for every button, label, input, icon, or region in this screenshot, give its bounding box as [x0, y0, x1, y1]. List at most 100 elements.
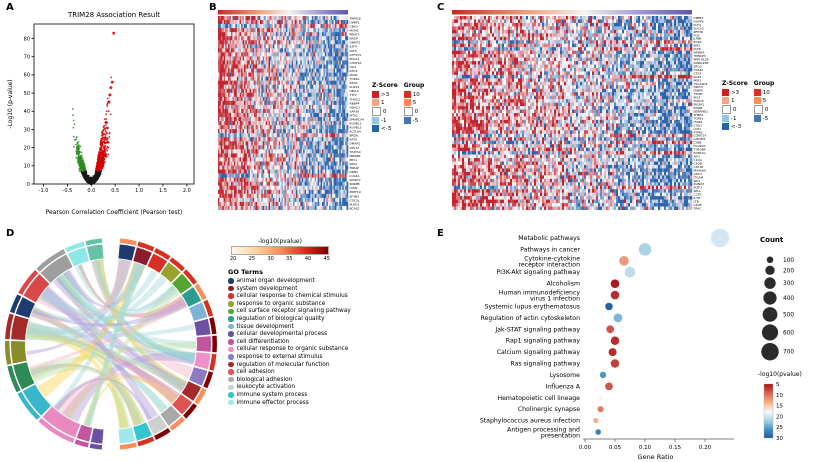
color-legend-tick: 10	[776, 393, 783, 399]
legend-label: 5	[412, 99, 417, 106]
zscore-legend: Z-Score >3 1 0 -1 <-3	[722, 80, 748, 131]
color-legend-tick: 5	[776, 382, 780, 388]
legend-item: 0	[403, 107, 425, 116]
go-term-label: cell adhesion	[236, 369, 275, 376]
go-term-item: regulation of molecular function	[228, 362, 358, 368]
go-term-label: immune effector process	[236, 399, 309, 406]
legend-title: Group	[753, 80, 775, 87]
go-term-label: response to external stimulus	[236, 353, 323, 360]
go-term-label: cellular developmental process	[236, 331, 328, 338]
dotplot-category-label: Antigen processing and presentation	[507, 427, 580, 440]
colorbar-tick: 45	[323, 256, 330, 262]
legend-swatch	[403, 117, 411, 124]
dotplot-svg: Metabolic pathways Pathways in cancer Cyto…	[480, 228, 802, 461]
dotplot-point	[610, 336, 620, 345]
legend-swatch	[753, 105, 763, 114]
go-term-color-dot	[228, 293, 234, 299]
colorbar-tick: 30	[267, 256, 274, 262]
dotplot-category-label: Human immunodeficiency virus 1 infection	[499, 290, 581, 303]
legend-item: <-3	[722, 123, 748, 130]
dotplot-category-label: Lysosome	[550, 372, 581, 379]
go-term-label: cell surface receptor signaling pathway	[236, 308, 351, 315]
legend-swatch	[372, 99, 379, 106]
go-term-color-dot	[228, 346, 234, 353]
volcano-plot-canvas	[4, 6, 202, 218]
go-term-item: immune effector process	[228, 400, 358, 406]
x-tick-label: 0.10	[639, 445, 652, 451]
dotplot-category-label: Cytokine-cytokine receptor interaction	[518, 255, 580, 268]
count-legend-circle	[763, 291, 777, 305]
go-term-color-dot	[228, 323, 234, 330]
legend-label: 0	[414, 108, 419, 115]
dotplot-category-label: Pathways in cancer	[520, 246, 580, 253]
colorbar-tick: 40	[304, 256, 312, 262]
go-term-color-dot	[228, 361, 234, 368]
legend-swatch	[403, 99, 411, 106]
go-term-item: leukocyte activation	[228, 384, 358, 390]
dotplot-category-label: Hematopoietic cell lineage	[497, 395, 580, 402]
count-legend-circle	[761, 324, 779, 341]
go-term-item: cell surface receptor signaling pathway	[228, 308, 358, 314]
colorbar-tick: 20	[230, 256, 237, 262]
count-legend-label: 100	[783, 258, 794, 264]
legend-label: >3	[731, 89, 740, 96]
go-term-color-dot	[228, 308, 234, 315]
legend-title: Z-Score	[372, 82, 398, 89]
go-terms-legend-title: GO Terms	[228, 268, 263, 276]
legend-swatch	[403, 107, 413, 116]
legend-label: 1	[731, 97, 735, 104]
heatmap-b-legends: Z-Score >3 1 0 -1 <-3 Group 10 5 0 -5	[372, 82, 424, 133]
dotplot-point	[624, 266, 636, 278]
go-terms-legend-items: animal organ development system developme…	[228, 278, 358, 406]
go-terms-legend: GO Terms animal organ development system …	[228, 268, 358, 407]
go-term-label: regulation of biological quality	[236, 315, 325, 322]
legend-item: 0	[753, 105, 775, 114]
dotplot-point	[593, 418, 599, 424]
count-legend-circle	[766, 256, 774, 264]
legend-label: <-3	[731, 123, 742, 130]
legend-label: -5	[412, 117, 419, 124]
legend-label: 5	[762, 97, 767, 104]
count-legend-label: 300	[783, 281, 794, 287]
legend-item: <-3	[372, 125, 398, 132]
count-legend-label: 600	[783, 330, 794, 336]
panel-e-label: E	[437, 228, 444, 239]
x-tick-label: 0.20	[699, 445, 712, 451]
zscore-legend: Z-Score >3 1 0 -1 <-3	[372, 82, 398, 133]
legend-swatch	[753, 89, 761, 96]
legend-label: >3	[381, 91, 390, 98]
x-axis-title: Gene Ratio	[638, 453, 674, 461]
heatmap-c-canvas	[452, 10, 718, 210]
color-legend-tick: 25	[776, 425, 783, 431]
go-term-color-dot	[228, 316, 234, 322]
legend-label: 0	[383, 108, 387, 115]
dotplot-category-label: PI3K-Akt signaling pathway	[496, 269, 580, 276]
go-term-item: response to external stimulus	[228, 354, 358, 360]
legend-label: 0	[764, 106, 769, 113]
legend-title: Z-Score	[722, 80, 748, 87]
color-legend-tick: 20	[776, 414, 783, 420]
go-term-color-dot	[228, 339, 234, 345]
legend-item: -1	[722, 115, 748, 122]
dotplot-point	[605, 382, 613, 391]
heatmap-b-canvas	[218, 10, 370, 210]
dotplot-category-label: Ras signaling pathway	[510, 361, 580, 368]
count-legend-label: 200	[783, 268, 794, 274]
go-term-label: immune system process	[236, 391, 308, 398]
count-legend-label: 500	[783, 312, 794, 318]
legend-item: 1	[722, 97, 748, 104]
dotplot-category-label: Systemic lupus erythematosus	[485, 303, 580, 310]
legend-swatch	[372, 107, 381, 116]
go-term-item: animal organ development	[228, 278, 358, 284]
legend-title: Group	[403, 82, 425, 89]
legend-label: 1	[381, 99, 385, 106]
legend-label: 10	[412, 91, 420, 98]
go-term-item: response to organic substance	[228, 301, 358, 307]
legend-label: -1	[381, 117, 387, 124]
x-tick-label: 0.15	[669, 445, 682, 451]
go-term-item: cell differentiation	[228, 339, 358, 345]
go-term-item: cellular response to organic substance	[228, 346, 358, 352]
legend-swatch	[722, 115, 729, 122]
heatmap-c-legends: Z-Score >3 1 0 -1 <-3 Group 10 5 0 -5	[722, 80, 774, 131]
